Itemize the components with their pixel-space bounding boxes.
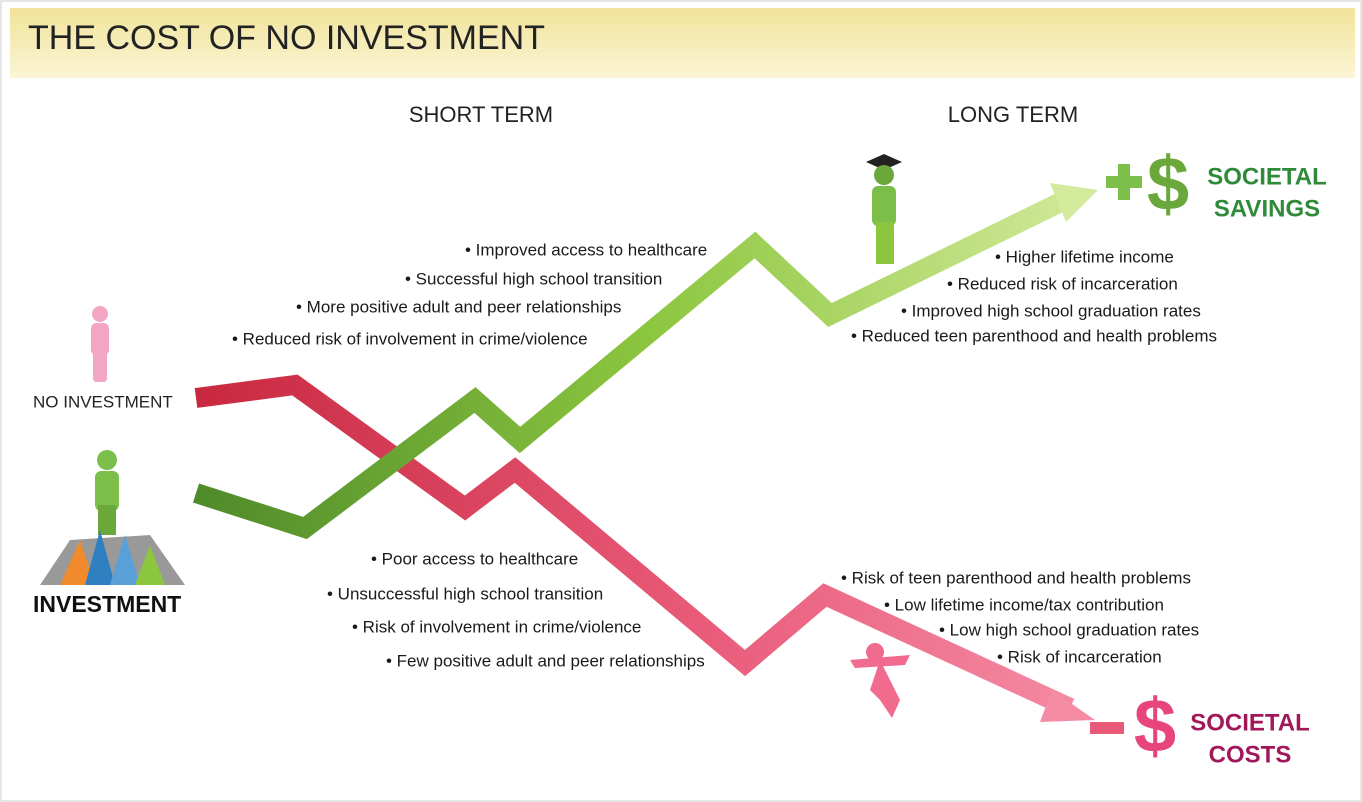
- minus-bar: [1090, 722, 1124, 734]
- savings-label: SAVINGS: [1214, 195, 1320, 222]
- plus-bar: [1118, 164, 1130, 200]
- no-investment-label: NO INVESTMENT: [33, 392, 173, 411]
- column-heading: SHORT TERM: [409, 102, 553, 127]
- bullet: • Poor access to healthcare: [371, 549, 578, 568]
- investment-label: INVESTMENT: [33, 591, 181, 617]
- bullet: • Unsuccessful high school transition: [327, 584, 603, 603]
- bullet: • Risk of teen parenthood and health pro…: [841, 568, 1191, 587]
- dollar-sign: $: [1134, 684, 1176, 769]
- investment-figure: [40, 450, 185, 585]
- dollar-sign: $: [1147, 142, 1189, 227]
- column-heading: LONG TERM: [948, 102, 1078, 127]
- bullet: • Reduced risk of incarceration: [947, 274, 1178, 293]
- pink-figure: [91, 306, 109, 382]
- bullet: • Low high school graduation rates: [939, 620, 1199, 639]
- bullet: • Few positive adult and peer relationsh…: [386, 651, 705, 670]
- bullet: • Higher lifetime income: [995, 247, 1174, 266]
- graduate-figure: [866, 154, 902, 264]
- title: THE COST OF NO INVESTMENT: [28, 19, 545, 57]
- bullet: • Improved high school graduation rates: [901, 301, 1201, 320]
- bullet: • Reduced risk of involvement in crime/v…: [232, 329, 588, 348]
- costs-label: SOCIETAL: [1190, 709, 1310, 736]
- arrow-head: [1040, 690, 1095, 722]
- bullet: • Improved access to healthcare: [465, 240, 707, 259]
- falling-figure: [850, 643, 910, 718]
- costs-label: COSTS: [1209, 741, 1292, 768]
- savings-label: SOCIETAL: [1207, 163, 1327, 190]
- title-band: [10, 8, 1355, 78]
- bullet: • Low lifetime income/tax contribution: [884, 595, 1164, 614]
- bullet: • Risk of incarceration: [997, 647, 1162, 666]
- bullet: • More positive adult and peer relations…: [296, 297, 621, 316]
- no-investment-path: [194, 374, 1075, 718]
- bullet: • Reduced teen parenthood and health pro…: [851, 326, 1217, 345]
- arrow-head: [1050, 183, 1098, 222]
- investment-path: [192, 191, 1070, 540]
- bullet: • Risk of involvement in crime/violence: [352, 617, 641, 636]
- bullet: • Successful high school transition: [405, 269, 662, 288]
